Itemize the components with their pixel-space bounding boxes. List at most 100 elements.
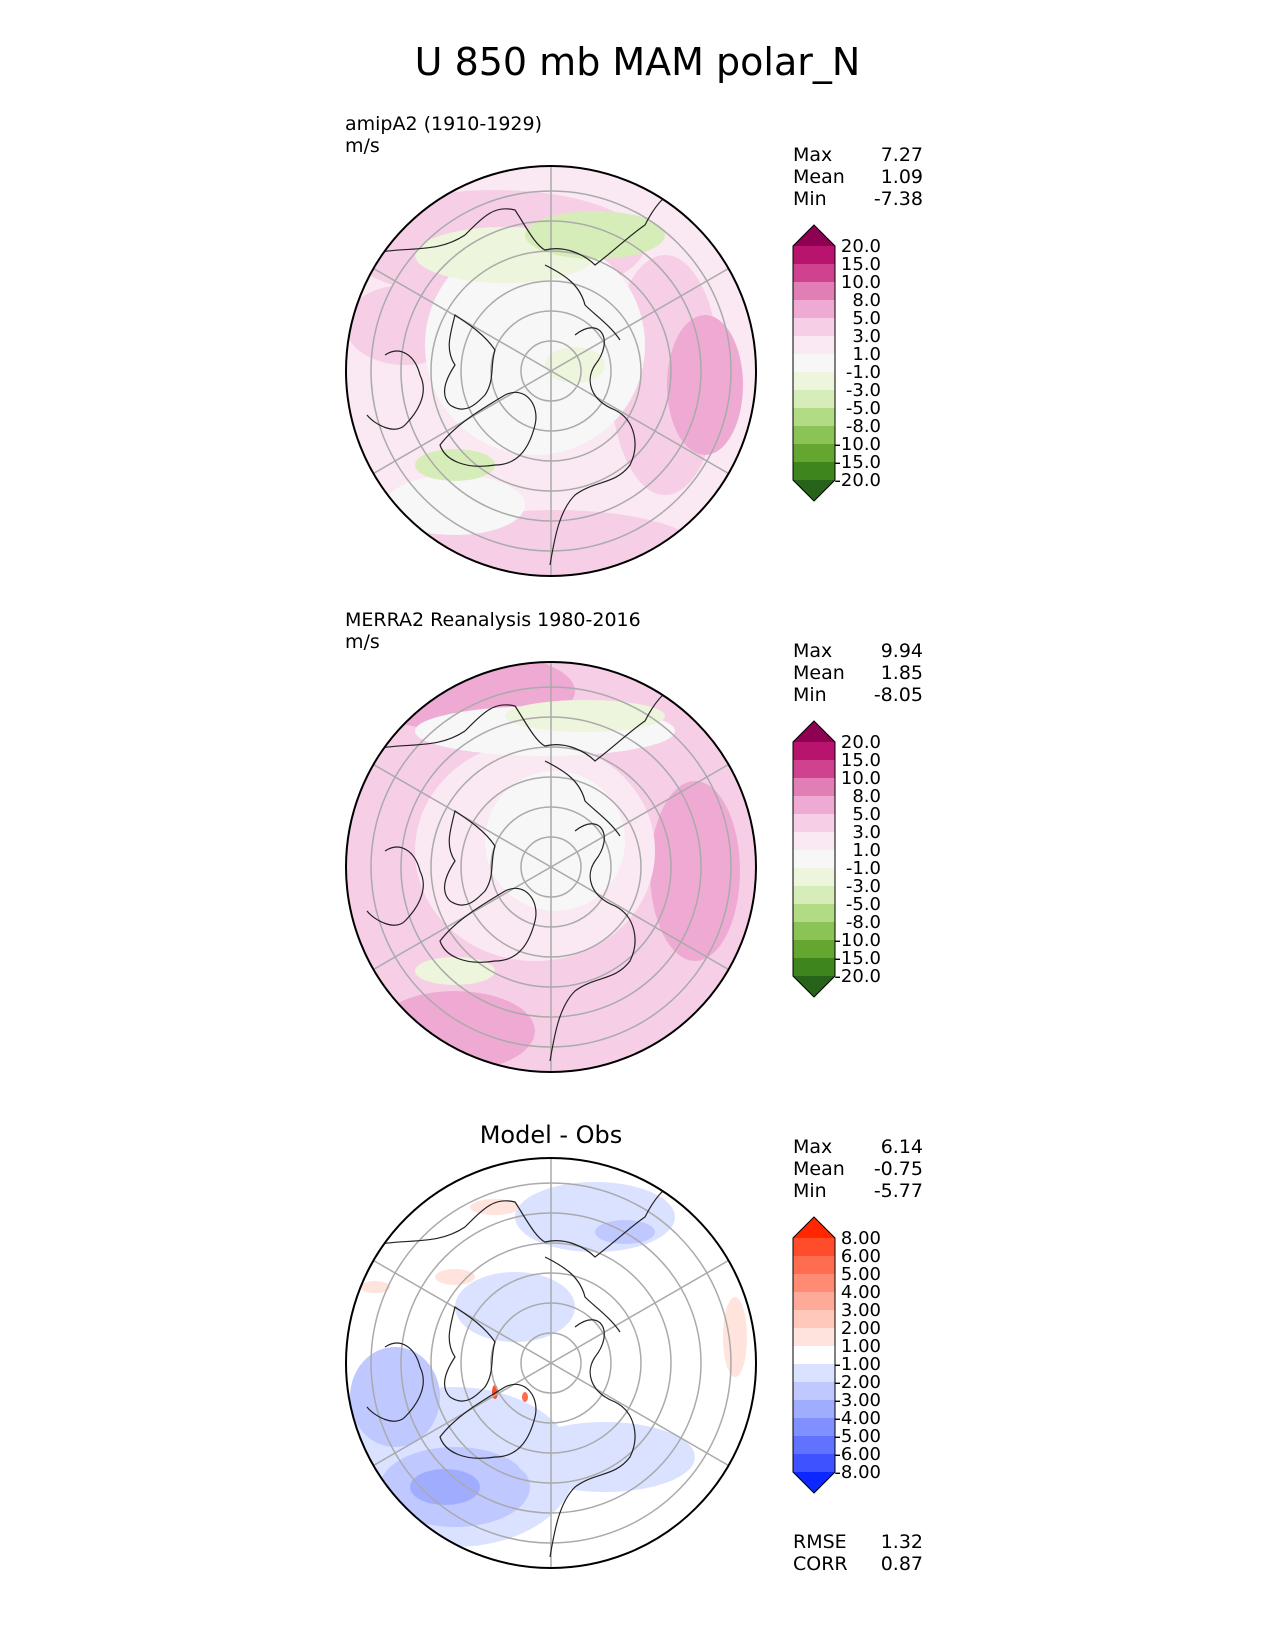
model-colorbar-tick-label: -15.0 (834, 452, 881, 473)
obs-colorbar-bin (793, 814, 835, 833)
model-stat-min: Min -7.38 (793, 188, 923, 210)
model-colorbar-bin (793, 390, 835, 409)
obs-colorbar-bin (793, 760, 835, 779)
model-colorbar-tick-label: -10.0 (834, 434, 881, 455)
diff-colorbar-bin (793, 1436, 835, 1455)
obs-stat-min: Min -8.05 (793, 684, 923, 706)
model-colorbar-bin (793, 264, 835, 283)
obs-colorbar-tick-label: 20.0 (841, 732, 881, 753)
obs-colorbar-bin (793, 886, 835, 905)
obs-colorbar-outline (792, 720, 836, 998)
obs-colorbar-tick-label: 5.0 (852, 804, 881, 825)
diff-colorbar-tick-label: 4.00 (841, 1282, 881, 1303)
model-name-label: amipA2 (1910-1929) (345, 113, 543, 135)
obs-colorbar: 20.015.010.08.05.03.01.0-1.0-3.0-5.0-8.0… (792, 720, 881, 998)
obs-colorbar-bin (793, 850, 835, 869)
diff-colorbar-bin (793, 1310, 835, 1329)
diff-colorbar-tick-label: 1.00 (841, 1336, 881, 1357)
model-colorbar-bin (793, 318, 835, 337)
obs-colorbar-extend-min (793, 976, 835, 997)
obs-colorbar-tick-label: -20.0 (834, 966, 881, 987)
obs-colorbar-tick-label: 15.0 (841, 750, 881, 771)
diff-colorbar-tick-label: -4.00 (834, 1408, 881, 1429)
diff-colorbar-bin (793, 1292, 835, 1311)
model-stat-max: Max 7.27 (793, 144, 923, 166)
obs-units-label: m/s (345, 631, 380, 653)
model-colorbar-bin (793, 426, 835, 445)
model-colorbar-tick-label: -20.0 (834, 470, 881, 491)
obs-colorbar-tick-label: -1.0 (846, 858, 881, 879)
obs-colorbar-bin (793, 868, 835, 887)
figure-title: U 850 mb MAM polar_N (414, 40, 861, 84)
diff-stat-max: Max 6.14 (793, 1136, 923, 1158)
model-colorbar-bin (793, 336, 835, 355)
model-colorbar-tick-label: 1.0 (852, 344, 881, 365)
model-colorbar-tick-label: 20.0 (841, 236, 881, 257)
obs-colorbar-tick-label: -10.0 (834, 930, 881, 951)
diff-metric-rmse: RMSE 1.32 (793, 1531, 923, 1553)
obs-colorbar-bin (793, 742, 835, 761)
obs-colorbar-bin (793, 940, 835, 959)
model-colorbar-bin (793, 282, 835, 301)
obs-colorbar-tick-label: 1.0 (852, 840, 881, 861)
obs-colorbar-bin (793, 958, 835, 977)
model-colorbar-tick-label: 3.0 (852, 326, 881, 347)
diff-colorbar-tick-label: -8.00 (834, 1462, 881, 1483)
model-colorbar-bin (793, 300, 835, 319)
obs-colorbar-bin (793, 796, 835, 815)
model-colorbar-tick-label: 15.0 (841, 254, 881, 275)
diff-colorbar-extend-max (793, 1217, 835, 1238)
diff-colorbar-bin (793, 1238, 835, 1257)
diff-colorbar-tick-label: -2.00 (834, 1372, 881, 1393)
obs-colorbar-tick-label: 3.0 (852, 822, 881, 843)
model-colorbar-bin (793, 444, 835, 463)
model-colorbar-bin (793, 408, 835, 427)
diff-colorbar-tick-label: 8.00 (841, 1228, 881, 1249)
obs-colorbar-bin (793, 922, 835, 941)
model-colorbar-bin (793, 462, 835, 481)
diff-colorbar-bin (793, 1418, 835, 1437)
diff-colorbar-bin (793, 1346, 835, 1365)
diff-stats: Max 6.14 Mean -0.75 Min -5.77 (793, 1136, 923, 1202)
diff-colorbar-tick-label: 6.00 (841, 1246, 881, 1267)
model-colorbar-tick-label: -3.0 (846, 380, 881, 401)
diff-colorbar-bin (793, 1328, 835, 1347)
model-colorbar-tick-label: -1.0 (846, 362, 881, 383)
model-colorbar-tick-label: 5.0 (852, 308, 881, 329)
diff-colorbar-bin (793, 1382, 835, 1401)
model-colorbar-bin (793, 354, 835, 373)
model-stat-mean: Mean 1.09 (793, 166, 923, 188)
diff-colorbar: 8.006.005.004.003.002.001.00-1.00-2.00-3… (792, 1216, 881, 1494)
obs-colorbar-tick-label: -5.0 (846, 894, 881, 915)
obs-stats: Max 9.94 Mean 1.85 Min -8.05 (793, 640, 923, 706)
diff-colorbar-bin (793, 1454, 835, 1473)
diff-colorbar-extend-min (793, 1472, 835, 1493)
obs-colorbar-bin (793, 832, 835, 851)
obs-stat-max: Max 9.94 (793, 640, 923, 662)
model-colorbar-extend-max (793, 225, 835, 246)
diff-colorbar-outline (792, 1216, 836, 1494)
diff-colorbar-tick-label: 3.00 (841, 1300, 881, 1321)
model-colorbar-bin (793, 246, 835, 265)
obs-name-label: MERRA2 Reanalysis 1980-2016 (345, 609, 641, 631)
model-colorbar-tick-label: 10.0 (841, 272, 881, 293)
obs-colorbar-bin (793, 778, 835, 797)
obs-colorbar-bin (793, 904, 835, 923)
obs-panel-title: MERRA2 Reanalysis 1980-2016 m/s (345, 609, 641, 653)
obs-stat-mean: Mean 1.85 (793, 662, 923, 684)
diff-colorbar-tick-label: -3.00 (834, 1390, 881, 1411)
diff-stat-min: Min -5.77 (793, 1180, 923, 1202)
diff-colorbar-bin (793, 1364, 835, 1383)
model-colorbar-extend-min (793, 480, 835, 501)
diff-colorbar-tick-label: -5.00 (834, 1426, 881, 1447)
model-colorbar: 20.015.010.08.05.03.01.0-1.0-3.0-5.0-8.0… (792, 224, 881, 502)
obs-colorbar-tick-label: -8.0 (846, 912, 881, 933)
model-colorbar-bin (793, 372, 835, 391)
obs-colorbar-tick-label: -3.0 (846, 876, 881, 897)
diff-polar-map (345, 1157, 757, 1569)
diff-metrics: RMSE 1.32 CORR 0.87 (793, 1531, 923, 1575)
model-colorbar-tick-label: -5.0 (846, 398, 881, 419)
model-polar-map (345, 165, 757, 577)
obs-colorbar-tick-label: 8.0 (852, 786, 881, 807)
diff-colorbar-tick-label: -6.00 (834, 1444, 881, 1465)
